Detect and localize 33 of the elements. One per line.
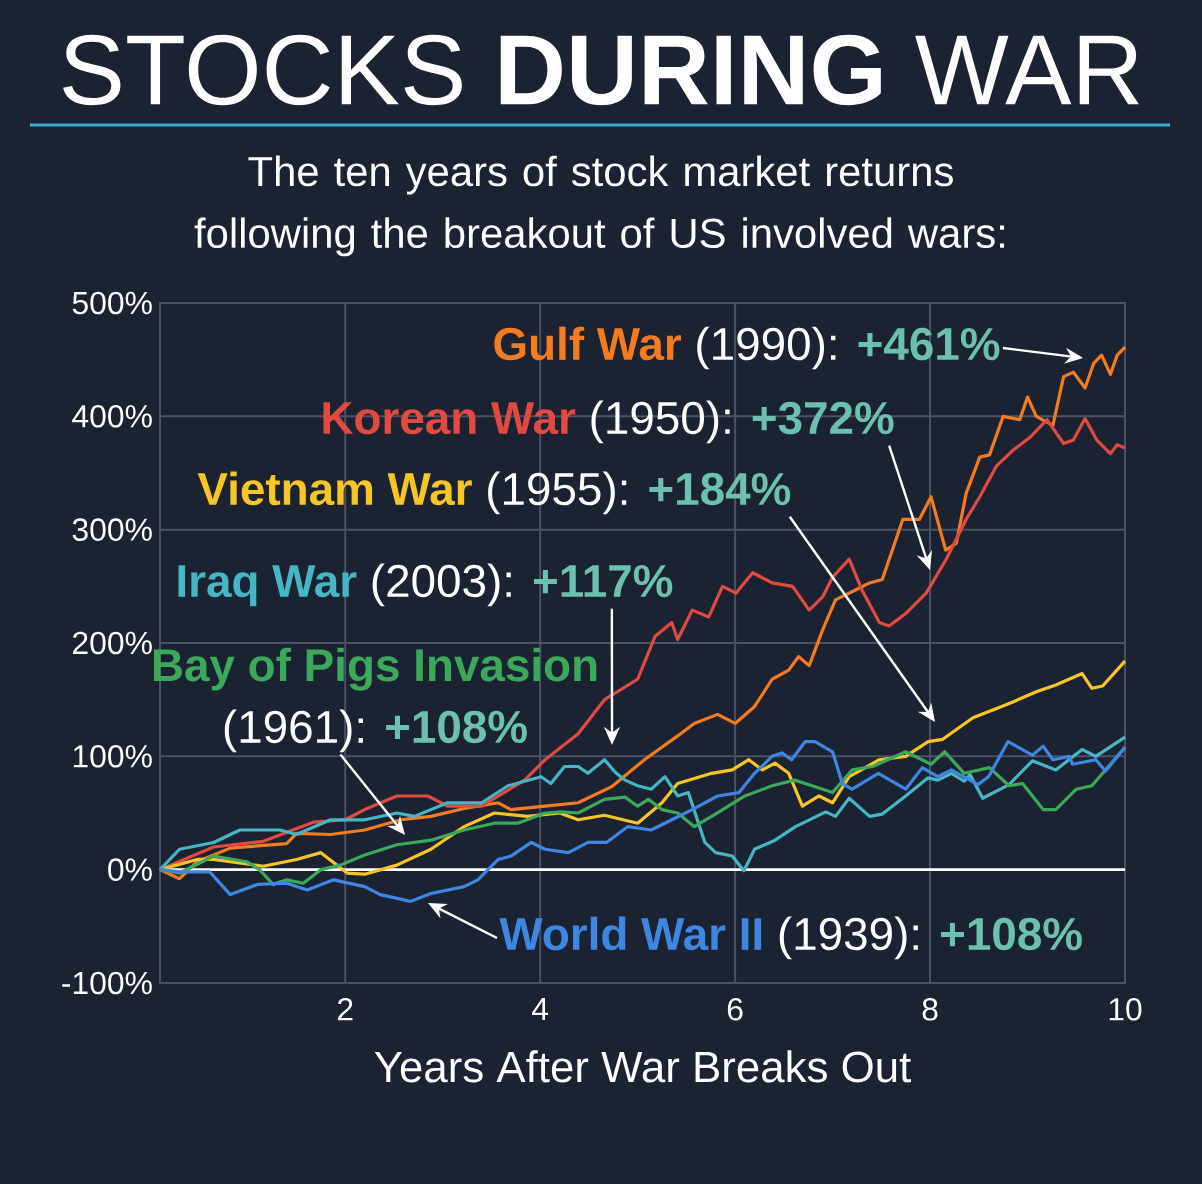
annotation: +372% [752,401,894,435]
annotation: (1939): [779,916,918,960]
x-tick-label: 4 [532,998,549,1020]
annotation: (1990): [697,326,836,370]
y-tick-label: 500% [72,291,152,315]
annotation: +108% [386,710,527,744]
series-label: World War II [499,916,762,951]
y-tick-label: 100% [73,745,152,768]
x-tick-label: 6 [727,998,743,1021]
chart-title: STOCKS DURING WAR [63,34,1139,106]
annotation: (1955): [488,471,627,515]
y-tick-label: 300% [72,518,152,541]
annotation: +117% [533,564,673,598]
annotation: +184% [649,472,791,506]
y-tick-label: -100% [62,971,152,995]
text: Korean War [323,402,576,435]
y-tick-label: 400% [72,405,152,428]
text: Vietnam War [197,471,472,506]
y-tick-label: 0% [108,858,152,881]
annotation: (1950): [591,400,730,444]
text: Gulf War [494,326,682,361]
chart-subtitle: The ten years of stock market returns following the breakout of US involved wars: [194,155,1005,257]
annotation: (2003): [372,563,511,607]
annotation: +461% [858,327,1000,361]
x-tick-label: 8 [922,998,938,1021]
x-axis-title: Years After War Breaks Out [374,1050,911,1083]
x-tick-label: 10 [1109,998,1142,1021]
x-tick-label: 2 [337,998,353,1021]
annotation: (1961): [224,709,363,753]
text: Bay of Pigs Invasion [153,647,597,691]
y-tick-label: 200% [73,631,152,655]
annotation: +108% [941,917,1082,951]
text: Iraq War [178,565,357,607]
